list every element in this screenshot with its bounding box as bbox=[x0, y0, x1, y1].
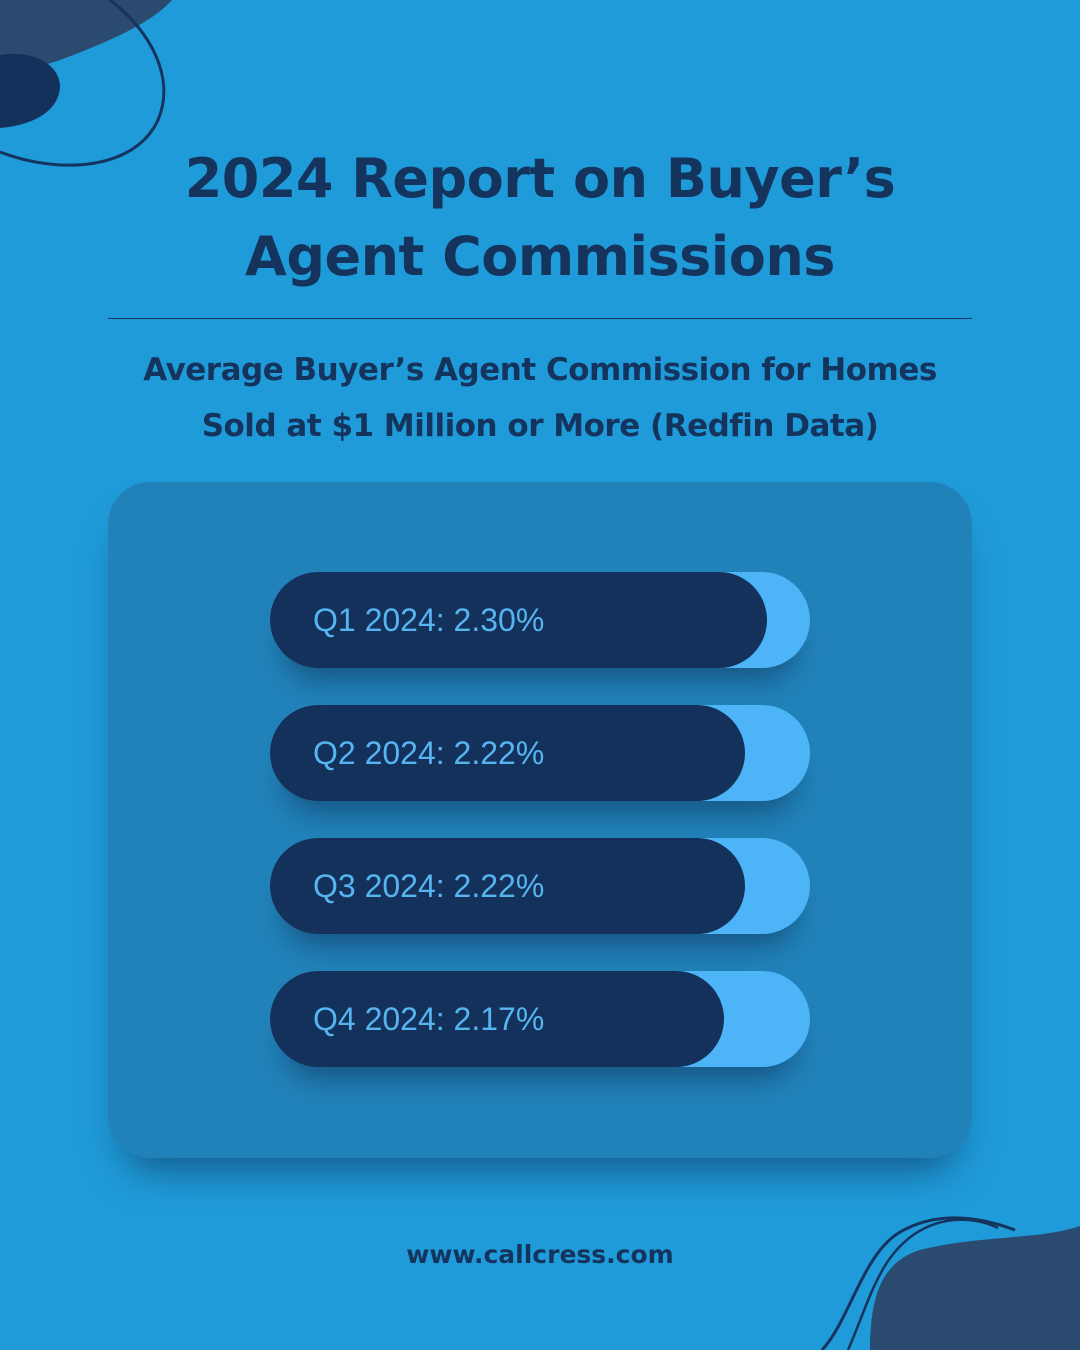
bar-label-q3: Q3 2024: 2.22% bbox=[313, 868, 545, 904]
top-left-dark-blob bbox=[0, 53, 60, 128]
title-divider bbox=[108, 318, 972, 319]
bar-q1 bbox=[270, 572, 767, 668]
bottom-right-swirl-line-1 bbox=[820, 1216, 1016, 1350]
bar-label-q1: Q1 2024: 2.30% bbox=[313, 602, 545, 638]
bar-track-q2: Q2 2024: 2.22% bbox=[270, 705, 810, 801]
website-url: www.callcress.com bbox=[406, 1240, 674, 1269]
chart-subtitle: Average Buyer’s Agent Commission for Hom… bbox=[143, 352, 937, 444]
bar-track-q4: Q4 2024: 2.17% bbox=[270, 971, 810, 1067]
bar-track-q3: Q3 2024: 2.22% bbox=[270, 838, 810, 934]
bar-q4 bbox=[270, 971, 724, 1067]
bar-track-q1: Q1 2024: 2.30% bbox=[270, 572, 810, 668]
bar-q3 bbox=[270, 838, 745, 934]
bar-label-q2: Q2 2024: 2.22% bbox=[313, 735, 545, 771]
top-left-blob bbox=[0, 0, 172, 72]
page-title: 2024 Report on Buyer’s Agent Commissions bbox=[184, 147, 896, 288]
bar-q2 bbox=[270, 705, 745, 801]
bar-label-q4: Q4 2024: 2.17% bbox=[313, 1001, 545, 1037]
